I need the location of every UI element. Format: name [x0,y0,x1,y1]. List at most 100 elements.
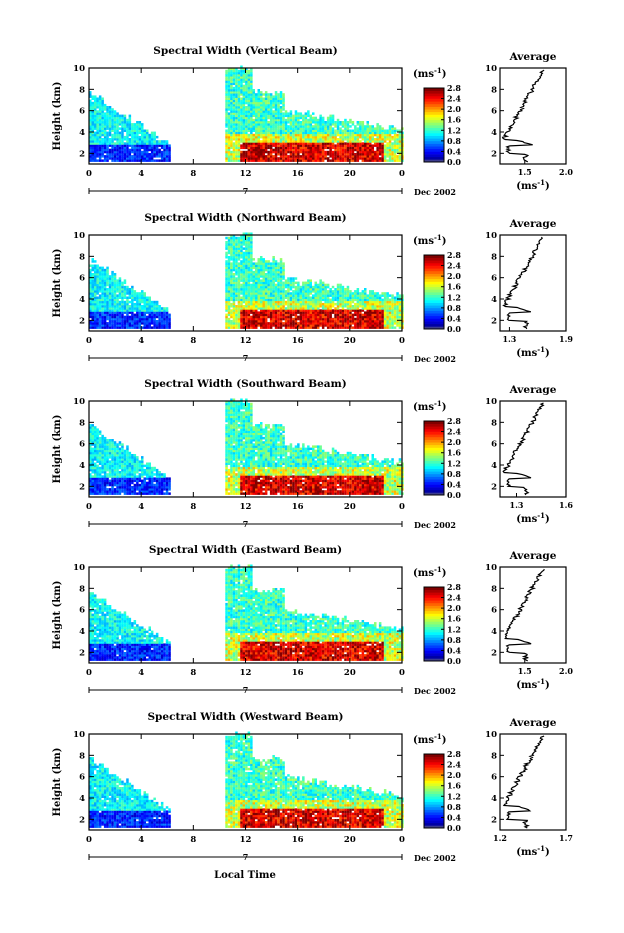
heatmap-cell [106,147,109,150]
heatmap-cell [240,288,243,291]
heatmap-cell [121,314,124,317]
heatmap-cell [225,134,228,137]
heatmap-cell [248,320,251,323]
heatmap-cell [277,282,280,285]
heatmap-cell [386,159,389,162]
heatmap-cell [272,269,275,272]
heatmap-cell [109,320,112,323]
heatmap-cell [285,301,288,304]
heatmap-cell [329,147,332,150]
heatmap-cell [260,282,263,285]
heatmap-cell [104,108,107,111]
heatmap-cell [322,147,325,150]
heatmap-cell [362,301,365,304]
heatmap-cell [337,159,340,162]
heatmap-cell [270,108,273,111]
heatmap-cell [270,127,273,129]
heatmap-cell [310,127,313,129]
heatmap-cell [243,121,246,124]
heatmap-cell [253,271,256,274]
heatmap-cell [297,134,300,137]
heatmap-cell [228,89,231,92]
heatmap-cell [233,294,236,297]
heatmap-cell [250,127,253,129]
heatmap-cell [381,320,384,323]
heatmap-cell [339,140,342,143]
heatmap-cell [124,142,127,145]
x-tick-label: 12 [240,169,252,179]
heatmap-cell [372,314,375,317]
heatmap-cell [230,95,233,98]
heatmap-cell [275,127,278,129]
heatmap-cell [151,307,154,310]
heatmap-cell [310,307,313,310]
heatmap-cell [379,127,382,129]
heatmap-cell [250,288,253,291]
heatmap-cell [354,307,357,310]
heatmap-cell [376,301,379,304]
heatmap-cell [332,121,335,124]
heatmap-cell [300,140,303,143]
colorbar-unit-exp: -1 [434,66,442,75]
heatmap-cell [260,95,263,98]
heatmap-cell [280,159,283,162]
heatmap-cell [101,282,104,285]
heatmap-cell [225,89,228,92]
heatmap-cell [161,314,164,317]
heatmap-cell [129,140,132,143]
heatmap-cell [282,307,285,310]
colorbar-swatch [424,154,444,157]
heatmap-cell [265,326,268,329]
heatmap-cell [396,314,399,317]
heatmap-cell [92,314,95,317]
heatmap-cell [312,159,315,162]
heatmap-cell [307,320,310,323]
heatmap-cell [116,314,119,317]
heatmap-cell [285,159,288,162]
heatmap-cell [235,320,238,323]
heatmap-cell [389,153,392,156]
heatmap-cell [280,294,283,297]
heatmap-cell [263,307,266,310]
heatmap-cell [391,320,394,323]
heatmap-cell [285,121,288,124]
heatmap-cell [126,153,129,156]
heatmap-cell [230,326,233,329]
heatmap-cell [396,294,399,297]
heatmap-cell [396,307,399,310]
heatmap-cell [230,282,233,285]
heatmap-cell [124,320,127,323]
heatmap-cell [240,159,243,162]
heatmap-cell [379,307,382,310]
heatmap-cell [270,269,273,272]
heatmap-cell [94,108,97,111]
heatmap-cell [111,282,114,285]
heatmap-cell [312,320,315,323]
heatmap-cell [228,294,231,297]
heatmap-cell [347,294,350,297]
heatmap-cell [359,140,362,143]
heatmap-cell [277,108,280,111]
heatmap-cell [245,288,248,291]
heatmap-cell [101,320,104,323]
heatmap-cell [260,279,263,282]
heatmap-cell [295,301,298,304]
heatmap-cell [238,159,241,162]
heatmap-cell [352,159,355,162]
heatmap-cell [297,140,300,143]
heatmap-cell [253,95,256,98]
panel-title: Spectral Width (Vertical Beam) [153,45,337,57]
heatmap-cell [233,142,236,145]
heatmap-cell [121,320,124,323]
heatmap-cell [260,326,263,329]
heatmap-cell [126,297,129,300]
heatmap-cell [292,326,295,329]
heatmap-cell [310,134,313,137]
heatmap-cell [101,314,104,317]
heatmap-cell [267,121,270,124]
panel-title: Spectral Width (Northward Beam) [144,212,346,224]
heatmap-cell [245,151,248,154]
heatmap-cell [307,288,310,291]
heatmap-cell [250,140,253,143]
heatmap-cell [347,288,350,291]
